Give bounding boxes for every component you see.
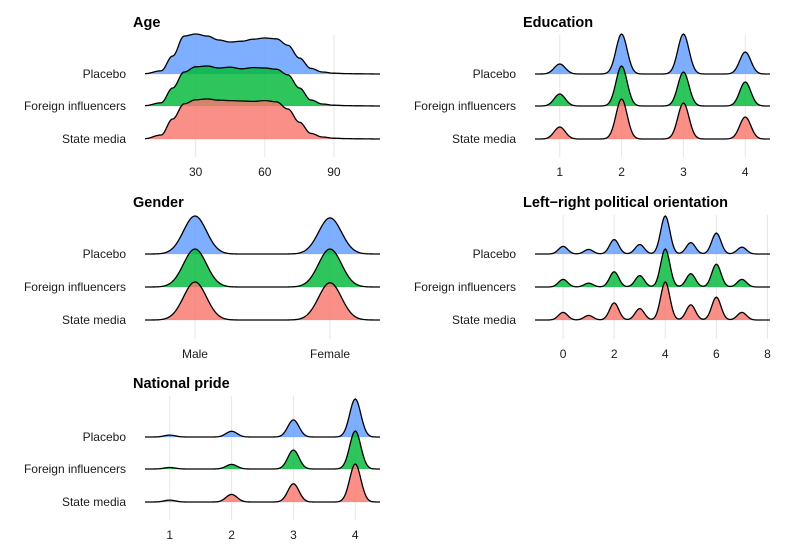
group-label-state-media: State media xyxy=(62,132,126,146)
density-line-placebo xyxy=(145,398,380,438)
tick-label-3: 3 xyxy=(680,165,687,179)
density-area-state-media xyxy=(145,464,380,502)
density-area-state-media xyxy=(535,99,770,139)
density-line-placebo xyxy=(535,33,770,75)
density-area-state-media xyxy=(145,282,380,320)
tick-label-30: 30 xyxy=(189,165,203,179)
panel-gender: Gender Placebo Foreign influencers State me… xyxy=(24,195,380,361)
density-line-foreign-influencers xyxy=(144,65,380,107)
density-area-foreign-influencers xyxy=(535,249,770,287)
density-line-placebo xyxy=(535,215,770,255)
group-label-state-media: State media xyxy=(452,132,516,146)
density-line-placebo xyxy=(144,33,380,75)
tick-label-6: 6 xyxy=(713,347,720,361)
density-area-placebo xyxy=(535,216,770,254)
panel-left-right-political-orientation: Left−right political orientation Placebo F… xyxy=(414,195,771,361)
density-line-state-media xyxy=(145,281,380,321)
group-label-foreign-influencers: Foreign influencers xyxy=(414,280,516,294)
group-label-state-media: State media xyxy=(62,313,126,327)
density-line-state-media xyxy=(144,98,380,140)
density-line-foreign-influencers xyxy=(535,65,770,107)
panel-title: Left−right political orientation xyxy=(523,195,728,211)
group-label-foreign-influencers: Foreign influencers xyxy=(24,280,126,294)
tick-label-2: 2 xyxy=(611,347,618,361)
group-label-state-media: State media xyxy=(62,495,126,509)
tick-label-4: 4 xyxy=(742,165,749,179)
group-label-placebo: Placebo xyxy=(473,67,517,81)
tick-label-2: 2 xyxy=(228,528,235,542)
density-line-state-media xyxy=(535,98,770,140)
tick-label-8: 8 xyxy=(764,347,771,361)
tick-label-1: 1 xyxy=(556,165,563,179)
density-area-foreign-influencers xyxy=(145,66,380,106)
tick-label-1: 1 xyxy=(166,528,173,542)
group-label-state-media: State media xyxy=(452,313,516,327)
panel-title: Gender xyxy=(133,195,184,211)
tick-label-0: 0 xyxy=(560,347,567,361)
panel-education: Education Placebo Foreign influencers State… xyxy=(414,15,770,179)
group-label-placebo: Placebo xyxy=(83,67,127,81)
tick-label-2: 2 xyxy=(618,165,625,179)
density-area-state-media xyxy=(145,99,380,139)
density-area-placebo xyxy=(145,34,380,74)
density-area-placebo xyxy=(145,216,380,254)
density-line-foreign-influencers xyxy=(145,248,380,288)
group-label-foreign-influencers: Foreign influencers xyxy=(24,99,126,113)
density-line-foreign-influencers xyxy=(535,248,770,288)
group-label-placebo: Placebo xyxy=(473,247,517,261)
density-line-state-media xyxy=(145,463,380,503)
group-label-foreign-influencers: Foreign influencers xyxy=(414,99,516,113)
tick-label-90: 90 xyxy=(327,165,341,179)
group-label-foreign-influencers: Foreign influencers xyxy=(24,462,126,476)
tick-label-4: 4 xyxy=(662,347,669,361)
panel-age: Age Placebo Foreign influencers State media… xyxy=(24,15,380,179)
density-area-foreign-influencers xyxy=(145,249,380,287)
density-line-placebo xyxy=(145,215,380,255)
group-label-placebo: Placebo xyxy=(83,247,127,261)
tick-label-60: 60 xyxy=(258,165,272,179)
density-area-placebo xyxy=(535,34,770,74)
density-area-foreign-influencers xyxy=(535,66,770,106)
panel-title: Age xyxy=(133,15,160,31)
panel-title: Education xyxy=(523,15,593,31)
panel-national-pride: National pride Placebo Foreign influencers… xyxy=(24,376,380,542)
density-area-state-media xyxy=(535,282,770,320)
tick-label-male: Male xyxy=(182,347,208,361)
density-line-foreign-influencers xyxy=(145,430,380,470)
tick-label-4: 4 xyxy=(352,528,359,542)
panel-title: National pride xyxy=(133,376,230,392)
group-label-placebo: Placebo xyxy=(83,430,127,444)
tick-label-3: 3 xyxy=(290,528,297,542)
density-line-state-media xyxy=(535,281,770,321)
tick-label-female: Female xyxy=(310,347,350,361)
